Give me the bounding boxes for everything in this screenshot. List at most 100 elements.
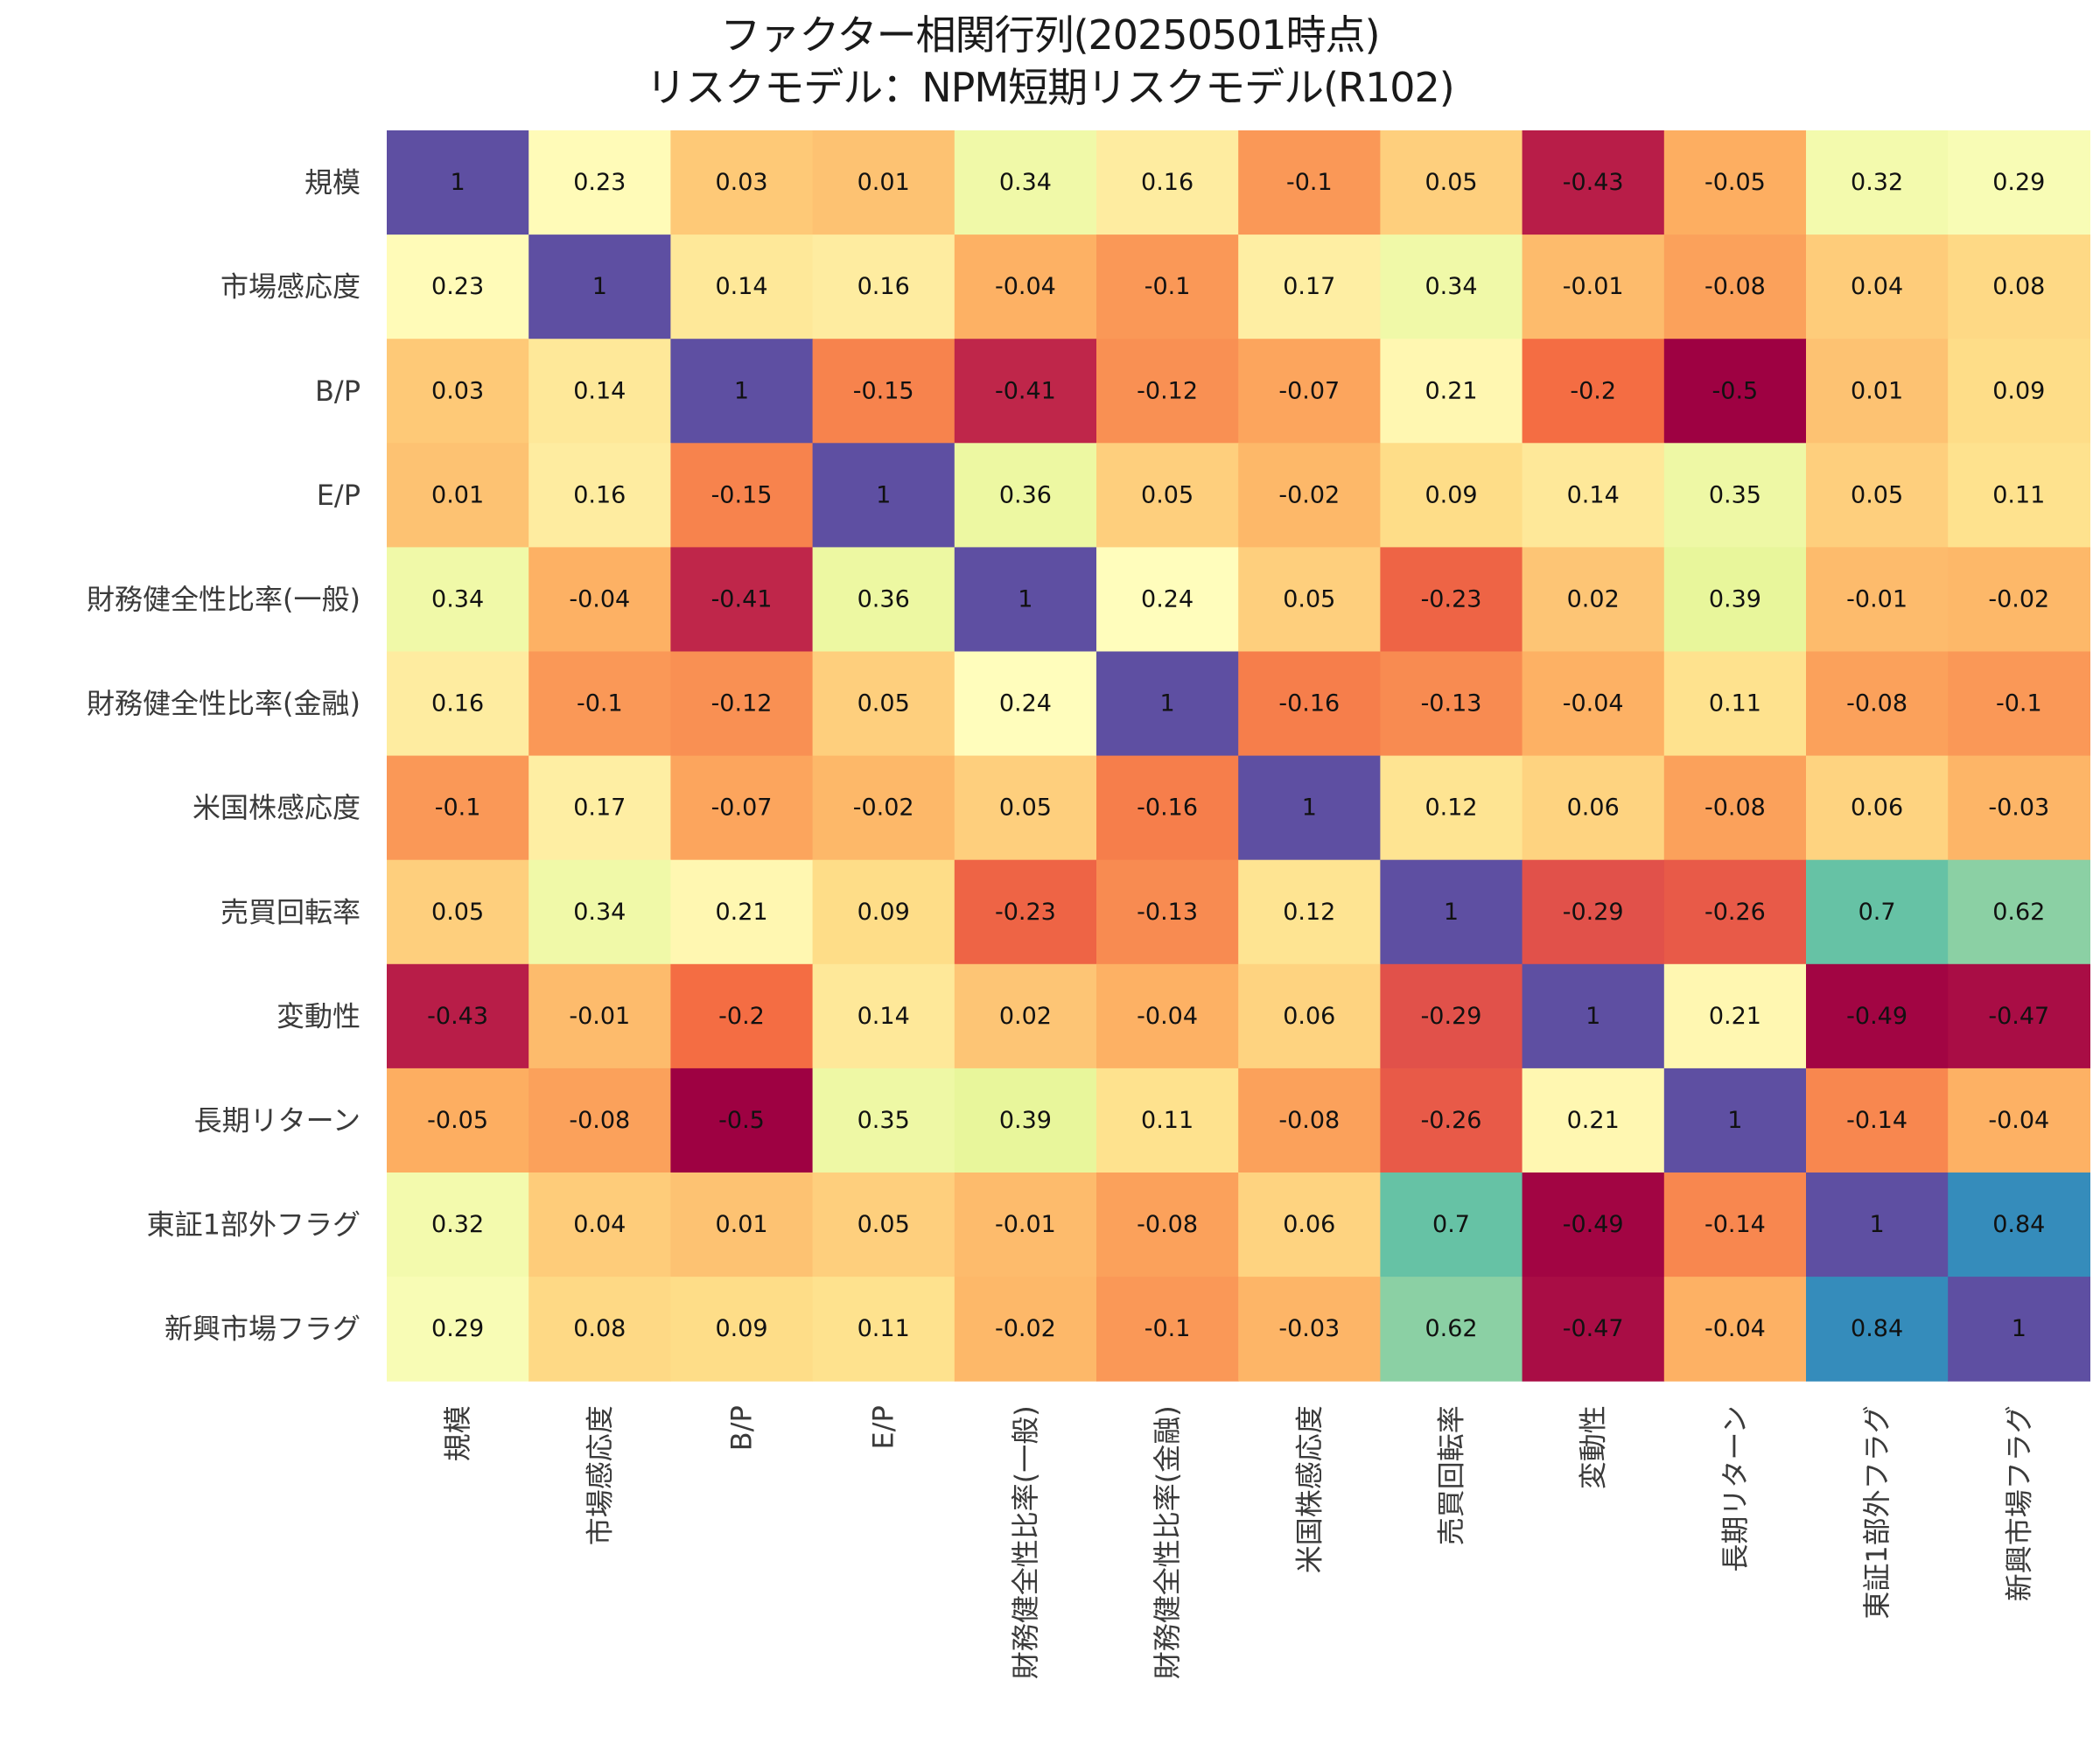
cell-value-label: 0.05 <box>1141 481 1194 508</box>
heatmap-cell <box>812 443 956 548</box>
cell-value-label: -0.02 <box>1988 585 2049 612</box>
cell-value-label: 0.24 <box>999 690 1052 718</box>
heatmap-cell <box>528 1277 671 1382</box>
cell-value-label: 0.01 <box>858 169 910 196</box>
row-tick-label: 規模 <box>304 166 360 200</box>
cell-value-label: 0.05 <box>858 690 910 718</box>
heatmap-cell <box>1948 339 2090 444</box>
cell-value-label: 0.21 <box>1567 1107 1620 1134</box>
heatmap-cell <box>1380 443 1523 548</box>
cell-value-label: 0.05 <box>431 899 484 926</box>
column-tick-label: 東証1部外フラグ <box>1860 1405 1894 1619</box>
cell-value-label: -0.02 <box>995 1315 1056 1342</box>
heatmap-cell <box>1238 339 1381 444</box>
heatmap-cell <box>387 234 529 340</box>
cell-value-label: -0.1 <box>1996 690 2042 718</box>
heatmap-cell <box>812 234 956 340</box>
cell-value-label: -0.14 <box>1846 1107 1908 1134</box>
heatmap-cell <box>1238 1172 1381 1278</box>
cell-value-label: 0.14 <box>1567 481 1620 508</box>
cell-value-label: 0.34 <box>1424 273 1477 300</box>
chart-subtitle: リスクモデル：NPM短期リスクモデル(R102) <box>646 64 1455 111</box>
heatmap-cell <box>1522 1068 1665 1173</box>
cell-value-label: 0.06 <box>1851 794 1903 822</box>
cell-value-label: 0.84 <box>1992 1211 2045 1238</box>
cell-value-label: -0.1 <box>435 794 481 822</box>
cell-value-label: 0.34 <box>999 169 1052 196</box>
heatmap-cell <box>1096 234 1239 340</box>
cell-value-label: 0.35 <box>1709 481 1761 508</box>
cell-value-label: 1 <box>1586 1003 1600 1030</box>
cell-value-label: -0.47 <box>1988 1003 2049 1030</box>
cell-value-label: 1 <box>1727 1107 1742 1134</box>
cell-value-label: -0.5 <box>718 1107 765 1134</box>
column-tick-label: 新興市場フラグ <box>2002 1405 2035 1601</box>
cell-value-label: 0.04 <box>1851 273 1903 300</box>
cell-value-label: -0.2 <box>1570 377 1616 404</box>
heatmap-cell <box>1806 130 1949 235</box>
heatmap-cell <box>1238 859 1381 965</box>
cell-value-label: 0.23 <box>573 169 626 196</box>
heatmap-cell <box>1096 1068 1239 1173</box>
cell-value-label: -0.23 <box>1421 585 1482 612</box>
heatmap-cell <box>812 1172 956 1278</box>
column-tick-label: 財務健全性比率(一般) <box>1009 1405 1042 1679</box>
heatmap-cell <box>1948 1068 2090 1173</box>
heatmap-cell <box>812 859 956 965</box>
heatmap-cell <box>387 443 529 548</box>
cell-value-label: -0.41 <box>995 377 1056 404</box>
cell-value-label: 0.62 <box>1992 899 2045 926</box>
heatmap-cell <box>670 859 814 965</box>
heatmap-cell <box>1238 1277 1381 1382</box>
heatmap-cell <box>1380 859 1523 965</box>
heatmap-cell <box>812 963 956 1069</box>
cell-value-label: 0.39 <box>1709 585 1761 612</box>
heatmap-cell <box>1806 963 1949 1069</box>
heatmap-cell <box>670 130 814 235</box>
cell-value-label: -0.08 <box>1846 690 1908 718</box>
heatmap-cell <box>387 1277 529 1382</box>
cell-value-label: 0.84 <box>1851 1315 1903 1342</box>
heatmap-cell <box>1380 130 1523 235</box>
cell-value-label: -0.05 <box>1704 169 1766 196</box>
cell-value-label: -0.08 <box>569 1107 630 1134</box>
heatmap-cell <box>1522 755 1665 861</box>
heatmap-cell <box>1806 443 1949 548</box>
cell-value-label: -0.01 <box>1846 585 1908 612</box>
cell-value-label: 0.32 <box>1851 169 1903 196</box>
heatmap-cell <box>528 1172 671 1278</box>
column-tick-label: 変動性 <box>1577 1405 1610 1489</box>
heatmap-cell <box>812 1277 956 1382</box>
heatmap-cell <box>1096 1172 1239 1278</box>
heatmap-cell <box>1806 1068 1949 1173</box>
row-tick-label: 市場感応度 <box>220 270 360 304</box>
row-tick-label: 財務健全性比率(一般) <box>87 583 360 616</box>
cell-value-label: -0.12 <box>1137 377 1198 404</box>
heatmap-cell <box>1380 1068 1523 1173</box>
heatmap-cell <box>528 339 671 444</box>
cell-value-label: -0.03 <box>1278 1315 1340 1342</box>
cell-value-label: -0.14 <box>1704 1211 1766 1238</box>
cell-value-label: -0.15 <box>711 481 773 508</box>
heatmap-cell <box>1238 755 1381 861</box>
heatmap-cell <box>954 859 1097 965</box>
cell-value-label: 1 <box>451 169 466 196</box>
cell-value-label: 0.36 <box>999 481 1052 508</box>
heatmap-cell <box>1238 130 1381 235</box>
cell-value-label: -0.13 <box>1421 690 1482 718</box>
cell-value-label: -0.5 <box>1712 377 1759 404</box>
cell-value-label: 0.17 <box>573 794 626 822</box>
heatmap-cell <box>1948 1277 2090 1382</box>
cell-value-label: 0.16 <box>1141 169 1194 196</box>
cell-value-label: 0.62 <box>1424 1315 1477 1342</box>
cell-value-label: 0.01 <box>1851 377 1903 404</box>
heatmap-cell <box>528 963 671 1069</box>
heatmap-cell <box>670 547 814 653</box>
cell-value-label: 0.03 <box>715 169 767 196</box>
cell-value-label: 0.09 <box>715 1315 767 1342</box>
cell-value-label: 0.23 <box>431 273 484 300</box>
heatmap-cell <box>387 651 529 757</box>
cell-value-label: 1 <box>592 273 607 300</box>
heatmap-cell <box>1806 547 1949 653</box>
